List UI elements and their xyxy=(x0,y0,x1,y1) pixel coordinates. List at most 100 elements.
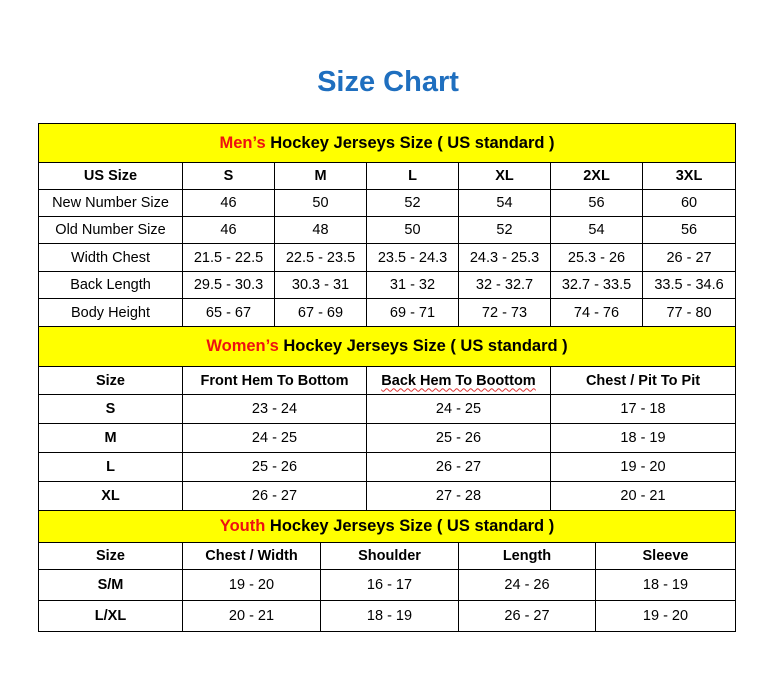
table-row: XL 26 - 27 27 - 28 20 - 21 xyxy=(38,481,737,511)
mens-size-table: Men’s Hockey Jerseys Size ( US standard … xyxy=(37,123,737,327)
column-header: 2XL xyxy=(550,162,643,190)
table-cell: 20 - 21 xyxy=(182,600,321,632)
table-cell: 48 xyxy=(274,216,367,244)
section-prefix: Men’s xyxy=(219,133,266,152)
row-label: New Number Size xyxy=(38,189,183,217)
table-row: S 23 - 24 24 - 25 17 - 18 xyxy=(38,394,737,424)
row-label: M xyxy=(38,423,183,453)
womens-size-table: Women’s Hockey Jerseys Size ( US standar… xyxy=(37,326,737,511)
table-cell: 22.5 - 23.5 xyxy=(274,243,367,272)
table-cell: 56 xyxy=(641,216,737,244)
section-header: Youth Hockey Jerseys Size ( US standard … xyxy=(37,510,737,543)
table-cell: 65 - 67 xyxy=(182,298,275,327)
column-header: S xyxy=(182,162,275,190)
column-header: Chest / Width xyxy=(182,542,321,570)
table-cell: 18 - 19 xyxy=(549,423,737,453)
table-cell: 33.5 - 34.6 xyxy=(641,271,737,299)
table-row: Width Chest 21.5 - 22.5 22.5 - 23.5 23.5 - … xyxy=(38,243,737,272)
table-cell: 19 - 20 xyxy=(182,569,321,601)
table-cell: 46 xyxy=(182,216,275,244)
table-row: Old Number Size 46 48 50 52 54 56 xyxy=(38,216,737,244)
table-cell: 27 - 28 xyxy=(366,481,551,511)
row-label: L xyxy=(38,452,183,482)
table-cell: 26 - 27 xyxy=(641,243,737,272)
column-header: Length xyxy=(458,542,596,570)
column-header: 3XL xyxy=(641,162,737,190)
table-row: Body Height 65 - 67 67 - 69 69 - 71 72 - 73 7… xyxy=(38,298,737,327)
column-header: Chest / Pit To Pit xyxy=(549,366,737,395)
table-row: New Number Size 46 50 52 54 56 60 xyxy=(38,189,737,217)
column-header: Size xyxy=(38,542,183,570)
table-cell: 24 - 25 xyxy=(366,394,551,424)
table-cell: 32.7 - 33.5 xyxy=(550,271,643,299)
table-cell: 54 xyxy=(550,216,643,244)
table-row: M 24 - 25 25 - 26 18 - 19 xyxy=(38,423,737,453)
table-cell: 25 - 26 xyxy=(366,423,551,453)
table-cell: 20 - 21 xyxy=(549,481,737,511)
table-cell: 24 - 26 xyxy=(458,569,596,601)
table-row: S/M 19 - 20 16 - 17 24 - 26 18 - 19 xyxy=(38,569,737,601)
table-cell: 54 xyxy=(458,189,551,217)
table-cell: 52 xyxy=(366,189,459,217)
table-cell: 19 - 20 xyxy=(549,452,737,482)
column-header-row: US Size S M L XL 2XL 3XL xyxy=(38,162,737,190)
row-label: S xyxy=(38,394,183,424)
row-label: Old Number Size xyxy=(38,216,183,244)
table-cell: 50 xyxy=(274,189,367,217)
table-cell: 69 - 71 xyxy=(366,298,459,327)
column-header-row: Size Front Hem To Bottom Back Hem To Boott… xyxy=(38,366,737,395)
section-header-row: Youth Hockey Jerseys Size ( US standard … xyxy=(37,510,737,543)
table-cell: 60 xyxy=(641,189,737,217)
table-cell: 23.5 - 24.3 xyxy=(366,243,459,272)
table-row: L/XL 20 - 21 18 - 19 26 - 27 19 - 20 xyxy=(38,600,737,632)
row-label: Width Chest xyxy=(38,243,183,272)
column-header: XL xyxy=(458,162,551,190)
table-cell: 18 - 19 xyxy=(320,600,459,632)
row-label: XL xyxy=(38,481,183,511)
section-heading: Hockey Jerseys Size ( US standard ) xyxy=(270,133,555,152)
table-row: Back Length 29.5 - 30.3 30.3 - 31 31 - 32 32… xyxy=(38,271,737,299)
table-cell: 23 - 24 xyxy=(182,394,367,424)
column-header: Back Hem To Boottom xyxy=(366,366,551,395)
table-row: L 25 - 26 26 - 27 19 - 20 xyxy=(38,452,737,482)
row-label: L/XL xyxy=(38,600,183,632)
table-cell: 31 - 32 xyxy=(366,271,459,299)
column-header-text: Back Hem To Boottom xyxy=(381,372,536,389)
table-cell: 50 xyxy=(366,216,459,244)
section-header-row: Men’s Hockey Jerseys Size ( US standard … xyxy=(37,123,737,163)
table-cell: 74 - 76 xyxy=(550,298,643,327)
table-cell: 26 - 27 xyxy=(366,452,551,482)
table-cell: 18 - 19 xyxy=(594,569,737,601)
youth-size-table: Youth Hockey Jerseys Size ( US standard … xyxy=(37,510,737,632)
table-cell: 32 - 32.7 xyxy=(458,271,551,299)
table-cell: 46 xyxy=(182,189,275,217)
section-header-row: Women’s Hockey Jerseys Size ( US standar… xyxy=(37,326,737,367)
column-header: L xyxy=(366,162,459,190)
table-cell: 25.3 - 26 xyxy=(550,243,643,272)
table-cell: 26 - 27 xyxy=(458,600,596,632)
column-header-row: Size Chest / Width Shoulder Length Sleeve xyxy=(38,542,737,570)
page-title: Size Chart xyxy=(317,66,459,98)
column-header: Size xyxy=(38,366,183,395)
column-header: Sleeve xyxy=(594,542,737,570)
section-prefix: Women’s xyxy=(206,337,279,355)
row-label: Body Height xyxy=(38,298,183,327)
table-cell: 26 - 27 xyxy=(182,481,367,511)
table-cell: 19 - 20 xyxy=(594,600,737,632)
table-cell: 72 - 73 xyxy=(458,298,551,327)
table-cell: 24 - 25 xyxy=(182,423,367,453)
column-header: Front Hem To Bottom xyxy=(182,366,367,395)
table-cell: 77 - 80 xyxy=(641,298,737,327)
column-header: Shoulder xyxy=(320,542,459,570)
section-header: Men’s Hockey Jerseys Size ( US standard … xyxy=(37,123,737,163)
column-header: US Size xyxy=(38,162,183,190)
column-header: M xyxy=(274,162,367,190)
table-cell: 52 xyxy=(458,216,551,244)
section-heading: Hockey Jerseys Size ( US standard ) xyxy=(283,337,568,355)
table-cell: 17 - 18 xyxy=(549,394,737,424)
table-cell: 56 xyxy=(550,189,643,217)
table-cell: 25 - 26 xyxy=(182,452,367,482)
row-label: Back Length xyxy=(38,271,183,299)
table-cell: 30.3 - 31 xyxy=(274,271,367,299)
row-label: S/M xyxy=(38,569,183,601)
